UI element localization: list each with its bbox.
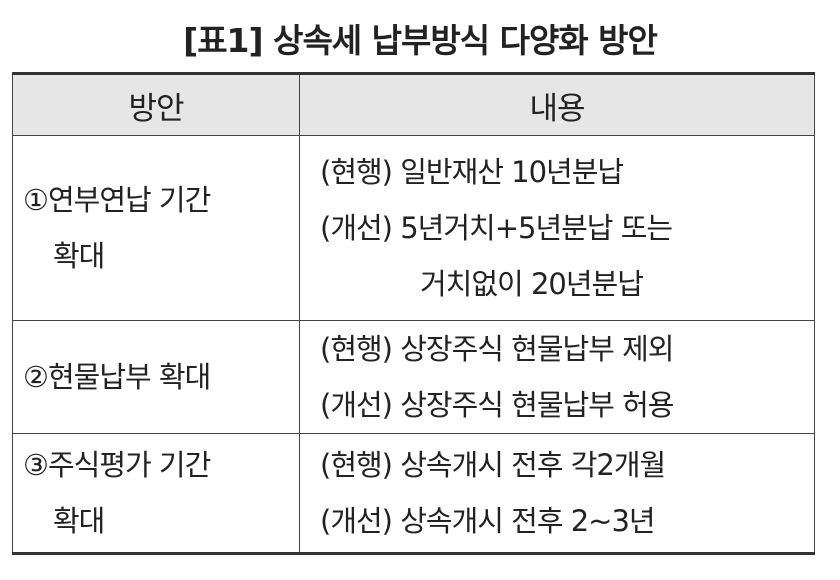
plan-cell: ③주식평가 기간 확대: [12, 433, 300, 554]
content-cell: (현행) 상속개시 전후 각2개월 (개선) 상속개시 전후 2~3년: [299, 433, 815, 554]
content-cell: (현행) 상장주식 현물납부 제외 (개선) 상장주식 현물납부 허용: [299, 320, 815, 434]
plan-text: 확대: [53, 239, 105, 273]
content-cell: (현행) 일반재산 10년분납 (개선) 5년거치+5년분납 또는 거치없이 2…: [299, 135, 815, 321]
plan-text: ①연부연납 기간: [23, 183, 211, 217]
content-line: (개선) 상속개시 전후 2~3년: [320, 504, 656, 538]
inheritance-tax-table: 방안 내용 ①연부연납 기간 확대 (현행) 일반재산 10년분납 (개선) 5…: [12, 72, 815, 555]
plan-text: 확대: [53, 504, 105, 538]
content-line: (현행) 상장주식 현물납부 제외: [320, 332, 674, 366]
header-row: 방안 내용: [12, 73, 815, 136]
header-content: 내용: [299, 73, 815, 136]
table-row: ③주식평가 기간 확대 (현행) 상속개시 전후 각2개월 (개선) 상속개시 …: [12, 433, 815, 554]
table-row: ②현물납부 확대 (현행) 상장주식 현물납부 제외 (개선) 상장주식 현물납…: [12, 320, 815, 434]
plan-cell: ②현물납부 확대: [12, 320, 300, 434]
content-line: (개선) 상장주식 현물납부 허용: [320, 388, 674, 422]
content-line: (개선) 5년거치+5년분납 또는: [320, 211, 673, 245]
plan-text: ③주식평가 기간: [23, 448, 211, 482]
content-line: (현행) 상속개시 전후 각2개월: [320, 448, 666, 482]
header-plan: 방안: [12, 73, 300, 136]
content-line: (현행) 일반재산 10년분납: [320, 155, 624, 189]
content-line: 거치없이 20년분납: [420, 267, 644, 301]
plan-text: ②현물납부 확대: [23, 360, 211, 394]
table-title: [표1] 상속세 납부방식 다양화 방안: [183, 21, 658, 60]
table-row: ①연부연납 기간 확대 (현행) 일반재산 10년분납 (개선) 5년거치+5년…: [12, 135, 815, 321]
plan-cell: ①연부연납 기간 확대: [12, 135, 300, 321]
